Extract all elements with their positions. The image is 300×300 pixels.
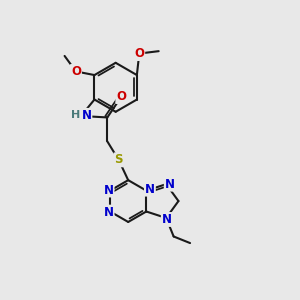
Text: H: H [71, 110, 80, 120]
Text: N: N [165, 178, 175, 191]
Text: N: N [145, 183, 155, 196]
Text: O: O [71, 65, 81, 78]
Text: N: N [103, 206, 114, 219]
Text: N: N [81, 109, 92, 122]
Text: O: O [116, 90, 126, 103]
Text: O: O [134, 47, 144, 60]
Text: N: N [103, 184, 114, 196]
Text: S: S [114, 153, 123, 167]
Text: N: N [162, 213, 172, 226]
